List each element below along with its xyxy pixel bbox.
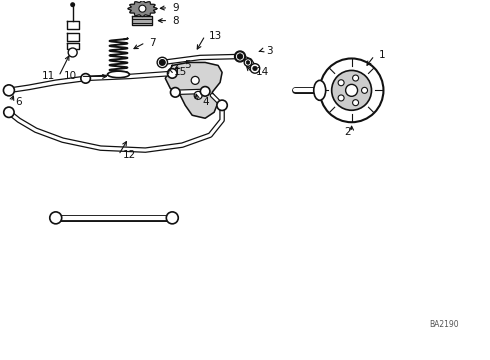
Circle shape — [246, 61, 250, 64]
Circle shape — [70, 2, 75, 7]
Text: 12: 12 — [122, 150, 136, 160]
Circle shape — [50, 212, 62, 224]
Circle shape — [353, 100, 359, 105]
Polygon shape — [165, 62, 222, 118]
Circle shape — [238, 54, 242, 59]
Circle shape — [235, 52, 245, 61]
Text: 8: 8 — [172, 15, 179, 26]
Text: 5: 5 — [184, 60, 191, 71]
Circle shape — [253, 66, 257, 71]
Circle shape — [166, 212, 178, 224]
Text: BA2190: BA2190 — [430, 320, 459, 329]
Text: 15: 15 — [174, 67, 188, 77]
Circle shape — [139, 5, 146, 12]
Circle shape — [191, 76, 199, 84]
Text: 9: 9 — [172, 3, 179, 13]
Circle shape — [237, 54, 243, 59]
Circle shape — [3, 85, 14, 96]
Text: 10: 10 — [64, 71, 76, 81]
Polygon shape — [67, 42, 78, 49]
Text: 4: 4 — [202, 97, 209, 107]
Circle shape — [194, 91, 202, 99]
Text: 14: 14 — [256, 67, 269, 77]
Circle shape — [332, 71, 371, 110]
Text: 13: 13 — [209, 31, 222, 41]
Circle shape — [168, 69, 177, 78]
Text: 2: 2 — [344, 127, 351, 137]
Ellipse shape — [107, 71, 129, 78]
Circle shape — [319, 58, 384, 122]
Circle shape — [200, 86, 210, 96]
Text: 1: 1 — [378, 50, 385, 60]
Circle shape — [362, 87, 368, 93]
Circle shape — [338, 95, 344, 101]
Circle shape — [81, 73, 90, 83]
Circle shape — [160, 60, 165, 65]
Circle shape — [353, 75, 359, 81]
Circle shape — [4, 107, 14, 117]
Polygon shape — [67, 21, 78, 28]
Text: 11: 11 — [42, 71, 55, 81]
Circle shape — [338, 80, 344, 86]
Polygon shape — [128, 1, 157, 17]
Text: 3: 3 — [266, 45, 272, 55]
Polygon shape — [67, 32, 78, 41]
Polygon shape — [132, 16, 152, 25]
Circle shape — [68, 48, 77, 57]
Text: 6: 6 — [15, 97, 22, 107]
Circle shape — [171, 87, 180, 97]
Circle shape — [244, 59, 252, 66]
Circle shape — [157, 57, 168, 68]
Circle shape — [250, 64, 260, 73]
Ellipse shape — [314, 80, 326, 100]
Circle shape — [217, 100, 227, 111]
Text: 7: 7 — [149, 37, 156, 48]
Circle shape — [235, 51, 245, 62]
Circle shape — [159, 59, 166, 66]
Circle shape — [345, 84, 358, 96]
